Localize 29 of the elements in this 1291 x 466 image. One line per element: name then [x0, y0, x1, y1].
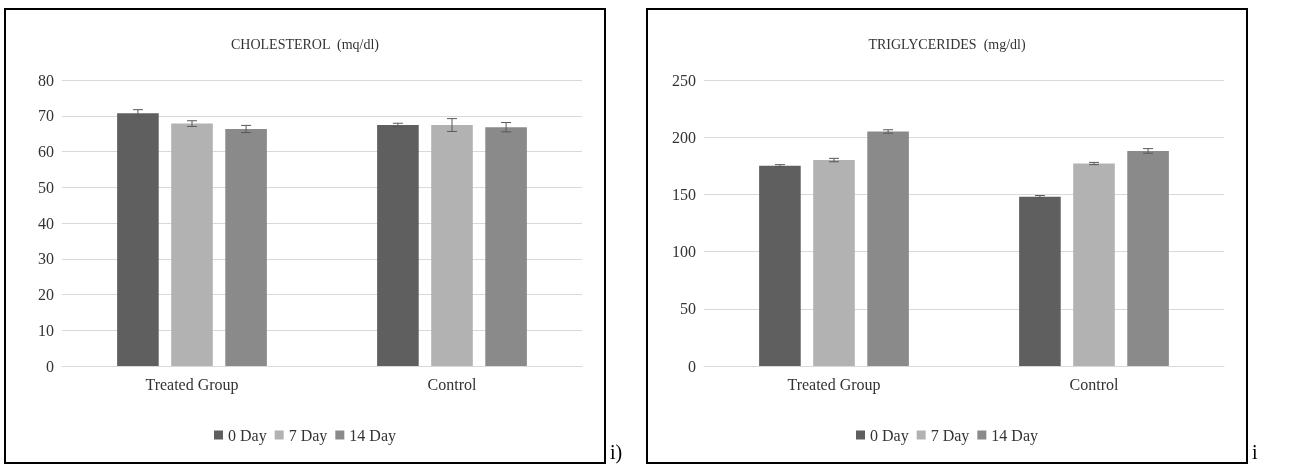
x-tick-label: Control [427, 375, 477, 393]
y-tick-label: 30 [38, 250, 54, 268]
y-tick-label: 50 [38, 178, 54, 196]
text: i) [610, 441, 623, 463]
x-tick-label: Control [1069, 375, 1119, 393]
legend-label: 0 Day [228, 426, 267, 445]
y-tick-label: 50 [680, 300, 696, 318]
x-tick-label: Treated Group [145, 375, 239, 394]
y-tick-label: 200 [672, 128, 696, 146]
y-tick-label: 250 [672, 71, 696, 89]
y-tick-label: 60 [38, 143, 54, 160]
chart-title: TRIGLYCERIDES (mg/dl) [868, 36, 1026, 53]
y-tick-label: 70 [38, 107, 54, 125]
y-tick-label: 100 [672, 243, 696, 261]
y-tick-label: 20 [38, 286, 54, 303]
text: i [1252, 441, 1258, 463]
legend-label: 14 Day [991, 426, 1038, 445]
y-tick-label: 40 [38, 214, 54, 232]
y-tick-label: 0 [46, 357, 54, 375]
x-tick-label: Treated Group [787, 375, 881, 394]
y-tick-label: 80 [38, 71, 54, 89]
legend-label: 7 Day [288, 426, 328, 445]
legend-label: 0 Day [870, 426, 909, 445]
chart-title: CHOLESTEROL (mq/dl) [230, 36, 380, 53]
y-tick-label: 150 [672, 185, 696, 203]
legend-label: 14 Day [349, 426, 396, 445]
legend-label: 7 Day [930, 426, 970, 445]
y-tick-label: 10 [38, 321, 54, 339]
y-tick-label: 0 [688, 357, 696, 375]
